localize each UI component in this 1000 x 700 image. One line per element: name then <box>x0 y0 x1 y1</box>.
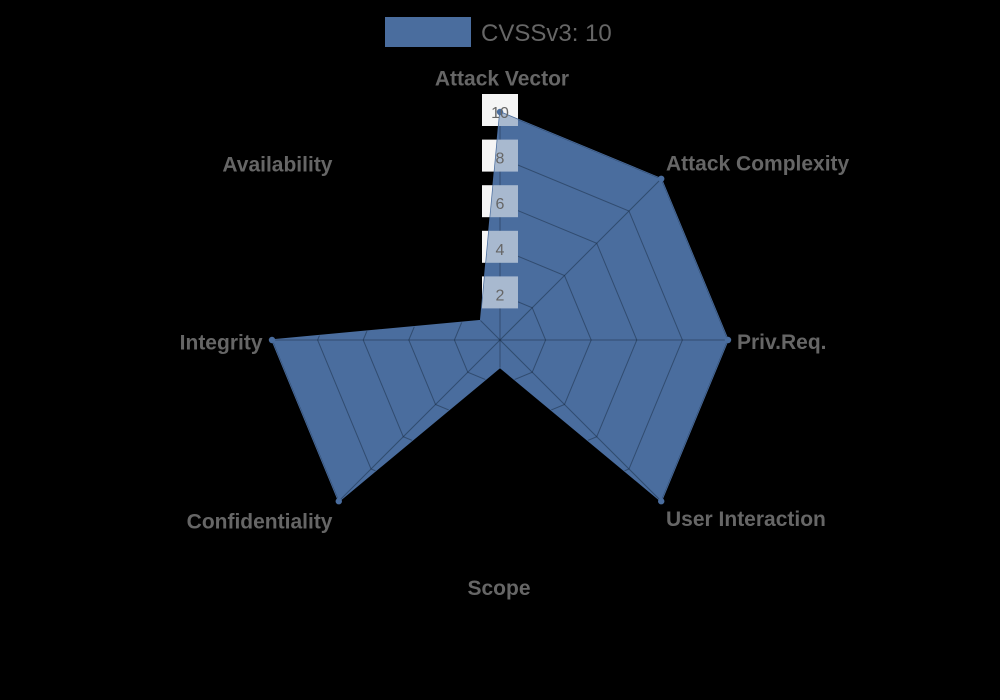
svg-text:Attack Vector: Attack Vector <box>435 68 569 91</box>
svg-text:Scope: Scope <box>467 577 530 600</box>
svg-text:6: 6 <box>496 196 505 213</box>
svg-text:Confidentiality: Confidentiality <box>187 511 333 534</box>
svg-text:User Interaction: User Interaction <box>666 508 826 531</box>
svg-text:Priv.Req.: Priv.Req. <box>737 331 826 354</box>
svg-text:2: 2 <box>496 287 505 304</box>
svg-text:Attack Complexity: Attack Complexity <box>666 153 850 176</box>
svg-text:Availability: Availability <box>222 154 332 177</box>
svg-text:10: 10 <box>491 105 509 122</box>
svg-text:Integrity: Integrity <box>180 332 263 355</box>
svg-text:CVSSv3: 10: CVSSv3: 10 <box>481 20 612 47</box>
svg-text:8: 8 <box>496 151 505 168</box>
svg-text:4: 4 <box>496 242 505 259</box>
